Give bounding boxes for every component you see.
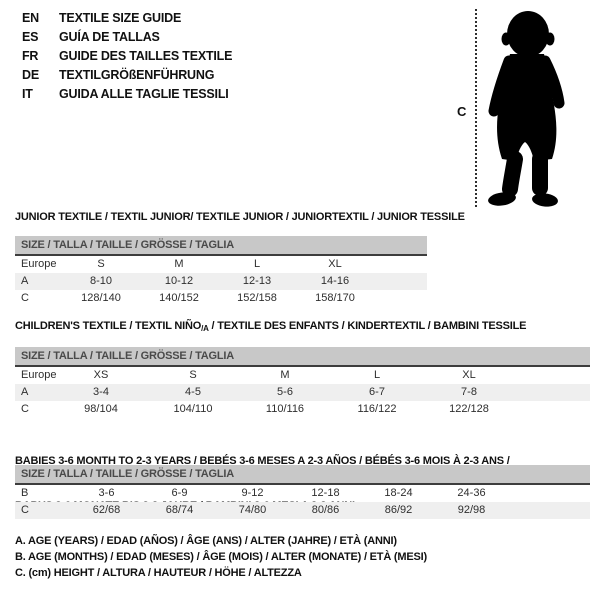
- table-cell: S: [189, 369, 197, 381]
- table-row: Europe S M L XL: [15, 256, 427, 273]
- language-label: TEXTILGRÖßENFÜHRUNG: [59, 68, 215, 82]
- table-cell: 18-24: [384, 487, 413, 499]
- table-cell: 10-12: [164, 275, 194, 287]
- table-cell: 122/128: [449, 403, 489, 415]
- footnote-a: A. AGE (YEARS) / EDAD (AÑOS) / ÂGE (ANS)…: [15, 535, 397, 547]
- children-size-table: SIZE / TALLA / TAILLE / GRÖSSE / TAGLIA …: [15, 347, 590, 418]
- table-row: C 62/68 68/74 74/80 80/86 86/92 92/98: [15, 502, 590, 519]
- language-code: ES: [22, 30, 39, 44]
- table-cell: 68/74: [165, 504, 194, 516]
- title-text: CHILDREN'S TEXTILE / TEXTIL NIÑO: [15, 320, 202, 332]
- table-cell: 5-6: [277, 386, 293, 398]
- row-label: C: [21, 403, 29, 415]
- table-cell: 6-9: [171, 487, 188, 499]
- table-row: C 98/104 104/110 110/116 116/122 122/128: [15, 401, 590, 418]
- row-label: A: [21, 275, 29, 287]
- language-label: GUÍA DE TALLAS: [59, 30, 160, 44]
- language-code: IT: [22, 87, 33, 101]
- table-cell: L: [373, 369, 381, 381]
- table-cell: 3-6: [98, 487, 115, 499]
- language-label: GUIDA ALLE TAGLIE TESSILI: [59, 87, 229, 101]
- table-cell: L: [253, 258, 261, 270]
- footnote-b: B. AGE (MONTHS) / EDAD (MESES) / ÂGE (MO…: [15, 551, 427, 563]
- row-label: C: [21, 292, 29, 304]
- table-cell: 12-13: [242, 275, 272, 287]
- language-row: EN TEXTILE SIZE GUIDE: [22, 9, 232, 28]
- table-row: Europe XS S M L XL: [15, 367, 590, 384]
- table-cell: 86/92: [384, 504, 413, 516]
- language-label: TEXTILE SIZE GUIDE: [59, 11, 182, 25]
- row-label: B: [21, 487, 29, 499]
- height-dotted-line: [475, 9, 477, 207]
- language-row: DE TEXTILGRÖßENFÜHRUNG: [22, 66, 232, 85]
- table-row: A 8-10 10-12 12-13 14-16: [15, 273, 427, 290]
- table-cell: 12-18: [311, 487, 340, 499]
- table-cell: 116/122: [357, 403, 397, 415]
- table-row: B 3-6 6-9 9-12 12-18 18-24 24-36: [15, 485, 590, 502]
- footnote-c: C. (cm) HEIGHT / ALTURA / HAUTEUR / HÖHE…: [15, 567, 302, 579]
- junior-size-table: SIZE / TALLA / TAILLE / GRÖSSE / TAGLIA …: [15, 236, 427, 307]
- size-header-bar: SIZE / TALLA / TAILLE / GRÖSSE / TAGLIA: [15, 236, 427, 256]
- table-cell: 9-12: [241, 487, 264, 499]
- table-cell: 14-16: [320, 275, 350, 287]
- title-line: BABIES 3-6 MONTH TO 2-3 YEARS / BEBÉS 3-…: [15, 455, 510, 467]
- table-row: C 128/140 140/152 152/158 158/170: [15, 290, 427, 307]
- row-label: C: [21, 504, 29, 516]
- table-cell: XL: [462, 369, 476, 381]
- baby-figure: C: [455, 9, 590, 211]
- table-cell: 110/116: [265, 403, 305, 415]
- children-section-title: CHILDREN'S TEXTILE / TEXTIL NIÑO/A / TEX…: [15, 320, 527, 333]
- table-cell: 62/68: [92, 504, 121, 516]
- table-cell: 74/80: [238, 504, 267, 516]
- title-text: / TEXTILE DES ENFANTS / KINDERTEXTIL / B…: [208, 320, 527, 332]
- language-label: GUIDE DES TAILLES TEXTILE: [59, 49, 233, 63]
- language-code: FR: [22, 49, 39, 63]
- row-label: A: [21, 386, 29, 398]
- language-code: DE: [22, 68, 39, 82]
- table-cell: 152/158: [237, 292, 277, 304]
- table-cell: 128/140: [81, 292, 121, 304]
- row-label: Europe: [21, 369, 57, 381]
- table-cell: 140/152: [159, 292, 199, 304]
- title-subscript: /A: [201, 324, 209, 333]
- language-header: EN TEXTILE SIZE GUIDE ES GUÍA DE TALLAS …: [22, 9, 232, 104]
- table-cell: 8-10: [89, 275, 113, 287]
- table-row: A 3-4 4-5 5-6 6-7 7-8: [15, 384, 590, 401]
- size-header-bar: SIZE / TALLA / TAILLE / GRÖSSE / TAGLIA: [15, 465, 590, 485]
- size-header-bar: SIZE / TALLA / TAILLE / GRÖSSE / TAGLIA: [15, 347, 590, 367]
- table-cell: 7-8: [461, 386, 477, 398]
- table-cell: 104/110: [173, 403, 213, 415]
- junior-section-title: JUNIOR TEXTILE / TEXTIL JUNIOR/ TEXTILE …: [15, 211, 465, 223]
- table-cell: 4-5: [185, 386, 201, 398]
- table-cell: 80/86: [311, 504, 340, 516]
- table-cell: XS: [93, 369, 109, 381]
- table-cell: 24-36: [457, 487, 486, 499]
- footnotes: A. AGE (YEARS) / EDAD (AÑOS) / ÂGE (ANS)…: [15, 533, 427, 581]
- height-marker-label: C: [457, 104, 467, 119]
- language-code: EN: [22, 11, 39, 25]
- language-row: ES GUÍA DE TALLAS: [22, 28, 232, 47]
- table-cell: 158/170: [315, 292, 355, 304]
- toddler-silhouette-icon: [488, 11, 565, 207]
- language-row: IT GUIDA ALLE TAGLIE TESSILI: [22, 85, 232, 104]
- table-cell: 92/98: [457, 504, 486, 516]
- language-row: FR GUIDE DES TAILLES TEXTILE: [22, 47, 232, 66]
- row-label: Europe: [21, 258, 57, 270]
- table-cell: 98/104: [84, 403, 118, 415]
- table-cell: S: [97, 258, 105, 270]
- table-cell: M: [280, 369, 290, 381]
- babies-size-table: SIZE / TALLA / TAILLE / GRÖSSE / TAGLIA …: [15, 465, 590, 519]
- table-cell: XL: [328, 258, 342, 270]
- table-cell: 3-4: [93, 386, 109, 398]
- table-cell: M: [174, 258, 184, 270]
- table-cell: 6-7: [369, 386, 385, 398]
